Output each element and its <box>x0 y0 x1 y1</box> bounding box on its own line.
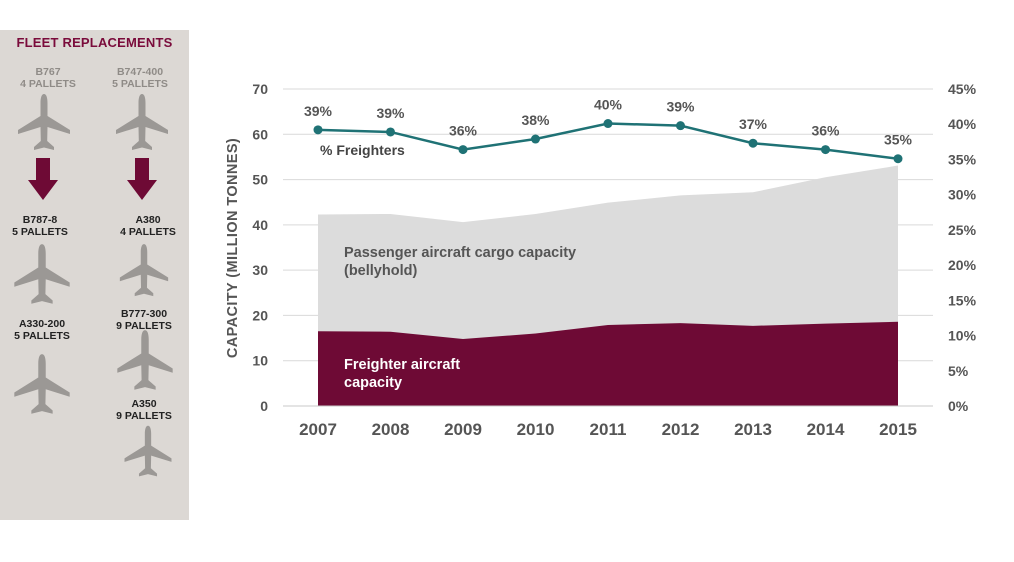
y2-tick-label: 35% <box>948 151 977 167</box>
data-label: 39% <box>376 105 405 121</box>
line-point <box>531 134 540 144</box>
x-tick-label: 2013 <box>734 420 772 439</box>
y2-tick-label: 20% <box>948 257 977 273</box>
fleet-replacements-panel: FLEET REPLACEMENTS B767 4 PALLETS B747-4… <box>0 30 189 520</box>
y-tick-label: 60 <box>252 126 268 142</box>
data-label: 39% <box>304 103 333 119</box>
line-point <box>313 125 323 135</box>
aircraft-label: B787-8 5 PALLETS <box>0 214 80 238</box>
aircraft-model: B747-400 <box>116 66 164 78</box>
y-tick-label: 10 <box>252 353 268 369</box>
y2-tick-label: 0% <box>948 398 969 414</box>
aircraft-capacity: 9 PALLETS <box>116 320 172 332</box>
axes: 0 10 20 30 40 50 60 70 0% 5% 10% 15% 20% 25% 30% 35% 40%… <box>225 81 977 439</box>
line-point <box>748 138 758 148</box>
line-point <box>458 145 468 155</box>
y-tick-label: 50 <box>252 172 268 188</box>
y2-tick-label: 10% <box>948 328 977 344</box>
y2-tick-label: 40% <box>948 116 977 132</box>
line-point <box>603 119 613 129</box>
data-label: 35% <box>884 132 913 148</box>
aircraft-model: A350 <box>131 398 157 410</box>
data-label: 40% <box>594 97 623 113</box>
data-label: 36% <box>449 123 478 139</box>
aircraft-capacity: 9 PALLETS <box>116 410 172 422</box>
aircraft-capacity: 5 PALLETS <box>14 330 70 342</box>
aircraft-label: B747-400 5 PALLETS <box>100 66 180 90</box>
y2-tick-label: 30% <box>948 187 977 203</box>
y2-tick-label: 5% <box>948 363 969 379</box>
line-series-label: % Freighters <box>320 142 405 158</box>
aircraft-model: A380 <box>135 214 161 226</box>
x-tick-label: 2015 <box>879 420 917 439</box>
y2-tick-label: 15% <box>948 292 977 308</box>
y-tick-label: 70 <box>252 81 268 97</box>
line-point <box>386 127 395 137</box>
line-point <box>893 154 903 164</box>
freighter-share-line: 39% 39% 36% 38% 40% 39% 37% 36% 35% <box>304 97 913 164</box>
aircraft-capacity: 4 PALLETS <box>120 226 176 238</box>
y-axis-title: CAPACITY (MILLION TONNES) <box>225 138 241 358</box>
y-tick-label: 40 <box>252 217 268 233</box>
data-label: 36% <box>811 123 840 139</box>
aircraft-label: B767 4 PALLETS <box>8 66 88 90</box>
freighter-capacity-area <box>318 321 898 406</box>
area-series <box>318 165 898 406</box>
aircraft-model: A330-200 <box>18 318 66 330</box>
y-tick-label: 0 <box>260 398 268 414</box>
freighter-area-label: capacity <box>344 375 402 391</box>
data-label: 39% <box>666 99 695 115</box>
x-tick-label: 2008 <box>372 420 410 439</box>
aircraft-capacity: 5 PALLETS <box>112 78 168 90</box>
x-tick-label: 2010 <box>517 420 555 439</box>
aircraft-capacity: 5 PALLETS <box>12 226 68 238</box>
aircraft-capacity: 4 PALLETS <box>20 78 76 90</box>
x-tick-label: 2007 <box>299 420 337 439</box>
line-point <box>821 145 830 155</box>
aircraft-label: A330-200 5 PALLETS <box>2 318 82 342</box>
data-label: 37% <box>739 116 768 132</box>
passenger-area-label: (bellyhold) <box>344 263 417 279</box>
aircraft-model: B777-300 <box>120 308 168 320</box>
y-tick-label: 20 <box>252 307 268 323</box>
aircraft-label: A350 9 PALLETS <box>104 398 184 422</box>
y2-tick-label: 25% <box>948 222 977 238</box>
aircraft-label: A380 4 PALLETS <box>108 214 188 238</box>
aircraft-model: B767 <box>35 66 61 78</box>
x-tick-label: 2009 <box>444 420 482 439</box>
x-tick-label: 2014 <box>807 420 845 439</box>
x-tick-label: 2011 <box>590 420 627 439</box>
y2-tick-label: 45% <box>948 81 977 97</box>
aircraft-label: B777-300 9 PALLETS <box>104 308 184 332</box>
data-label: 38% <box>521 112 550 128</box>
y-tick-label: 30 <box>252 262 268 278</box>
freighter-area-label: Freighter aircraft <box>344 357 460 373</box>
panel-title: FLEET REPLACEMENTS <box>16 35 173 50</box>
passenger-area-label: Passenger aircraft cargo capacity <box>344 245 576 261</box>
x-tick-label: 2012 <box>662 420 700 439</box>
line-point <box>676 121 685 131</box>
chart-labels: % Freighters Passenger aircraft cargo cap… <box>320 142 576 391</box>
aircraft-model: B787-8 <box>22 214 58 226</box>
